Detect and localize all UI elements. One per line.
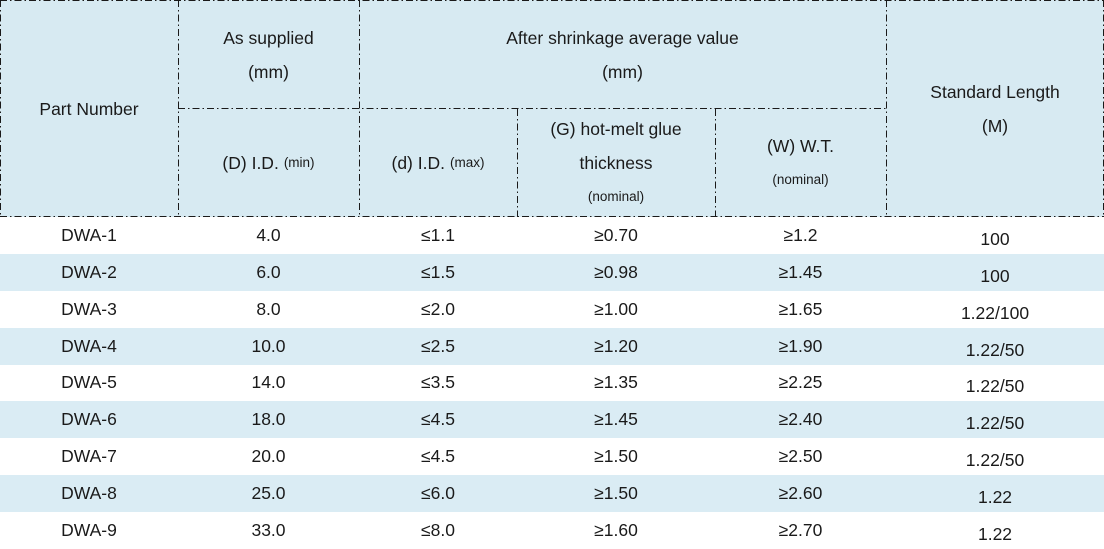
cell-supplied-id: 4.0	[256, 224, 281, 245]
cell-wall-thickness: ≥2.50	[778, 446, 823, 467]
cell-standard-length: 1.22	[977, 523, 1013, 544]
cell-part-number: DWA-6	[61, 409, 117, 430]
table-row: DWA-6 18.0 ≤4.5 ≥1.45 ≥2.40 1.22/50	[0, 401, 1104, 439]
header-wt-sub: (nominal)	[772, 172, 829, 187]
cell-shrunk-id: ≤2.5	[421, 335, 455, 356]
header-shrunk-id-sub: (max)	[449, 155, 485, 170]
cell-glue-thickness: ≥0.70	[594, 224, 638, 245]
cell-standard-length: 1.22/50	[965, 450, 1025, 471]
header-as-supplied: As supplied (mm)	[178, 0, 359, 109]
table-row: DWA-3 8.0 ≤2.0 ≥1.00 ≥1.65 1.22/100	[0, 290, 1104, 328]
cell-glue-thickness: ≥1.50	[594, 483, 638, 504]
table-header: Part Number As supplied (mm) After shrin…	[0, 0, 1104, 218]
cell-shrunk-id: ≤4.5	[421, 446, 455, 467]
cell-glue-thickness: ≥1.35	[594, 372, 638, 393]
cell-supplied-id: 8.0	[256, 298, 281, 319]
cell-standard-length: 1.22/100	[960, 302, 1030, 323]
header-wt-main: (W) W.T.	[766, 136, 835, 156]
cell-wall-thickness: ≥2.70	[778, 519, 823, 540]
cell-glue-thickness: ≥1.60	[594, 519, 638, 540]
cell-part-number: DWA-9	[61, 519, 117, 540]
header-supplied-id: (D) I.D. (min)	[178, 109, 359, 217]
cell-glue-thickness: ≥0.98	[594, 261, 638, 282]
cell-standard-length: 100	[980, 265, 1010, 286]
table-row: DWA-7 20.0 ≤4.5 ≥1.50 ≥2.50 1.22/50	[0, 438, 1104, 476]
header-shrunk-id: (d) I.D. (max)	[359, 109, 517, 217]
cell-wall-thickness: ≥1.2	[783, 224, 818, 245]
cell-supplied-id: 6.0	[256, 261, 281, 282]
cell-shrunk-id: ≤2.0	[421, 298, 455, 319]
header-supplied-id-main: (D) I.D.	[222, 153, 279, 173]
header-after-shrinkage-line2: (mm)	[602, 61, 643, 82]
cell-supplied-id: 18.0	[251, 409, 286, 430]
cell-glue-thickness: ≥1.50	[594, 446, 638, 467]
cell-shrunk-id: ≤8.0	[421, 519, 455, 540]
cell-wall-thickness: ≥2.40	[778, 409, 823, 430]
table-row: DWA-8 25.0 ≤6.0 ≥1.50 ≥2.60 1.22	[0, 475, 1104, 512]
cell-part-number: DWA-2	[61, 261, 117, 282]
cell-glue-thickness: ≥1.45	[594, 409, 638, 430]
cell-part-number: DWA-8	[61, 483, 117, 504]
cell-part-number: DWA-4	[61, 335, 117, 356]
cell-shrunk-id: ≤6.0	[421, 483, 455, 504]
header-glue-sub: (nominal)	[587, 189, 645, 204]
header-glue-line2: thickness	[579, 153, 653, 173]
cell-shrunk-id: ≤1.5	[421, 261, 455, 282]
cell-standard-length: 1.22/50	[965, 376, 1025, 397]
table-row: DWA-2 6.0 ≤1.5 ≥0.98 ≥1.45 100	[0, 253, 1104, 291]
cell-standard-length: 100	[980, 228, 1010, 249]
table-row: DWA-4 10.0 ≤2.5 ≥1.20 ≥1.90 1.22/50	[0, 327, 1104, 365]
cell-supplied-id: 10.0	[251, 335, 286, 356]
cell-glue-thickness: ≥1.00	[594, 298, 638, 319]
cell-part-number: DWA-5	[61, 372, 117, 393]
cell-part-number: DWA-3	[61, 298, 117, 319]
cell-glue-thickness: ≥1.20	[594, 335, 638, 356]
cell-shrunk-id: ≤3.5	[421, 372, 455, 393]
cell-wall-thickness: ≥1.45	[778, 261, 823, 282]
cell-supplied-id: 33.0	[251, 519, 286, 540]
table-row: DWA-5 14.0 ≤3.5 ≥1.35 ≥2.25 1.22/50	[0, 364, 1104, 402]
header-as-supplied-line1: As supplied	[223, 27, 314, 48]
header-after-shrinkage: After shrinkage average value (mm)	[359, 0, 886, 109]
header-glue: (G) hot-melt glue thickness (nominal)	[517, 109, 715, 217]
cell-wall-thickness: ≥2.25	[778, 372, 823, 393]
table-row: DWA-1 4.0 ≤1.1 ≥0.70 ≥1.2 100	[0, 217, 1104, 254]
header-glue-line1: (G) hot-melt glue	[550, 119, 682, 139]
cell-part-number: DWA-1	[61, 224, 117, 245]
cell-wall-thickness: ≥1.65	[778, 298, 823, 319]
header-standard-length-line1: Standard Length	[930, 81, 1060, 102]
header-standard-length-line2: (M)	[981, 115, 1009, 136]
table-row: DWA-9 33.0 ≤8.0 ≥1.60 ≥2.70 1.22	[0, 512, 1104, 549]
header-part-number-label: Part Number	[39, 98, 139, 119]
header-standard-length: Standard Length (M)	[886, 0, 1104, 217]
header-after-shrinkage-line1: After shrinkage average value	[506, 27, 739, 48]
cell-shrunk-id: ≤1.1	[421, 224, 455, 245]
cell-shrunk-id: ≤4.5	[421, 409, 455, 430]
cell-standard-length: 1.22/50	[965, 413, 1025, 434]
cell-standard-length: 1.22	[977, 487, 1013, 508]
cell-wall-thickness: ≥1.90	[778, 335, 823, 356]
cell-part-number: DWA-7	[61, 446, 117, 467]
header-shrunk-id-main: (d) I.D.	[391, 153, 445, 173]
cell-standard-length: 1.22/50	[965, 339, 1025, 360]
cell-wall-thickness: ≥2.60	[778, 483, 823, 504]
cell-supplied-id: 14.0	[251, 372, 286, 393]
table-body: DWA-1 4.0 ≤1.1 ≥0.70 ≥1.2 100 DWA-2 6.0 …	[0, 217, 1104, 549]
header-wt: (W) W.T. (nominal)	[715, 109, 886, 217]
cell-supplied-id: 25.0	[251, 483, 286, 504]
header-part-number: Part Number	[0, 0, 178, 217]
header-as-supplied-line2: (mm)	[248, 61, 289, 82]
header-supplied-id-sub: (min)	[283, 155, 315, 170]
cell-supplied-id: 20.0	[251, 446, 286, 467]
